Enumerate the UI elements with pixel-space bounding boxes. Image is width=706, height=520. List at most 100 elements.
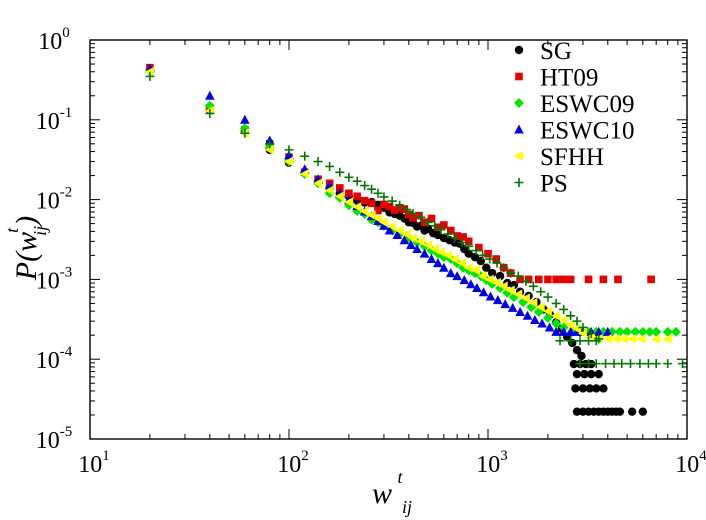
data-point xyxy=(537,318,547,328)
data-point xyxy=(492,277,502,288)
legend-item-sg: SG xyxy=(514,38,572,65)
data-point xyxy=(352,176,362,186)
data-point xyxy=(572,345,582,355)
data-point xyxy=(498,281,508,292)
data-point xyxy=(344,172,354,182)
data-point xyxy=(551,326,561,336)
data-point xyxy=(566,275,575,284)
data-point xyxy=(459,233,467,241)
data-point xyxy=(313,157,323,167)
data-point xyxy=(367,199,376,208)
data-point xyxy=(651,326,662,337)
data-point xyxy=(571,384,580,393)
data-point xyxy=(453,232,461,240)
data-point xyxy=(384,225,395,235)
data-point xyxy=(544,322,555,332)
data-point xyxy=(558,326,569,336)
data-point xyxy=(485,254,495,264)
data-point xyxy=(515,307,525,317)
data-point xyxy=(614,326,625,337)
legend-item-eswc10: ESWC10 xyxy=(514,118,634,145)
y-tick-label: 10-2 xyxy=(36,185,73,215)
data-point xyxy=(372,213,382,224)
axis-ticks xyxy=(89,40,687,440)
data-point xyxy=(513,289,523,300)
data-point xyxy=(419,248,430,258)
y-tick-label: 10-4 xyxy=(36,344,73,374)
data-point xyxy=(551,318,562,329)
data-point xyxy=(644,326,655,337)
data-point xyxy=(602,334,612,344)
data-point xyxy=(647,275,655,284)
data-point xyxy=(284,150,294,160)
data-point xyxy=(614,275,622,284)
data-point xyxy=(476,256,485,266)
data-point xyxy=(617,359,627,369)
data-point xyxy=(299,169,309,179)
series-eswc10 xyxy=(145,63,613,336)
data-points xyxy=(144,63,688,416)
data-point xyxy=(408,233,418,243)
data-point xyxy=(507,302,518,312)
data-point xyxy=(524,275,533,284)
data-point xyxy=(485,291,496,301)
data-point xyxy=(470,265,480,276)
data-point xyxy=(506,268,516,278)
data-point xyxy=(569,359,579,369)
plot-frame xyxy=(89,39,688,440)
data-point xyxy=(522,310,533,320)
tick-labels: 101 102 103 104 100 10-1 10-2 10-3 10-4 10-5 xyxy=(36,25,706,478)
data-point xyxy=(466,279,476,289)
data-point xyxy=(622,326,633,337)
data-point xyxy=(594,369,603,379)
x-tick-label: 102 xyxy=(277,448,309,478)
data-point xyxy=(359,206,369,217)
data-point xyxy=(402,205,412,215)
data-point xyxy=(378,217,388,228)
data-point xyxy=(352,202,362,212)
data-point xyxy=(334,191,344,202)
legend-item-sfhh: SFHH xyxy=(514,144,604,171)
data-point xyxy=(345,189,353,198)
data-point xyxy=(373,188,383,198)
x-tick-label: 104 xyxy=(675,448,706,478)
data-point xyxy=(439,262,449,272)
data-point xyxy=(264,145,274,155)
data-point xyxy=(611,334,621,344)
data-point xyxy=(380,200,388,209)
data-point xyxy=(559,304,569,314)
series-ps xyxy=(145,71,688,369)
data-point xyxy=(488,268,497,278)
data-point xyxy=(392,230,403,240)
data-point xyxy=(360,196,369,205)
legend-marker xyxy=(514,178,524,187)
data-point xyxy=(401,229,411,239)
data-point xyxy=(559,275,568,284)
data-point xyxy=(415,211,423,220)
data-point xyxy=(406,239,416,249)
data-point xyxy=(313,178,323,189)
data-point xyxy=(387,196,397,206)
data-point xyxy=(387,221,397,232)
data-point xyxy=(495,271,505,281)
data-point xyxy=(475,243,483,252)
data-point xyxy=(456,258,466,268)
data-point xyxy=(452,271,462,281)
data-point xyxy=(205,90,215,100)
data-point xyxy=(443,229,453,239)
data-point xyxy=(464,237,473,246)
data-point xyxy=(663,359,673,369)
data-point xyxy=(662,326,673,337)
legend-marker xyxy=(514,45,524,55)
legend-marker xyxy=(515,72,523,81)
data-point xyxy=(395,200,405,210)
data-point xyxy=(240,114,250,124)
legend-item-ht09: HT09 xyxy=(515,65,598,92)
data-point xyxy=(457,238,467,248)
data-point xyxy=(440,221,448,229)
data-point xyxy=(436,225,446,235)
data-point xyxy=(379,192,389,202)
data-point xyxy=(482,263,491,272)
